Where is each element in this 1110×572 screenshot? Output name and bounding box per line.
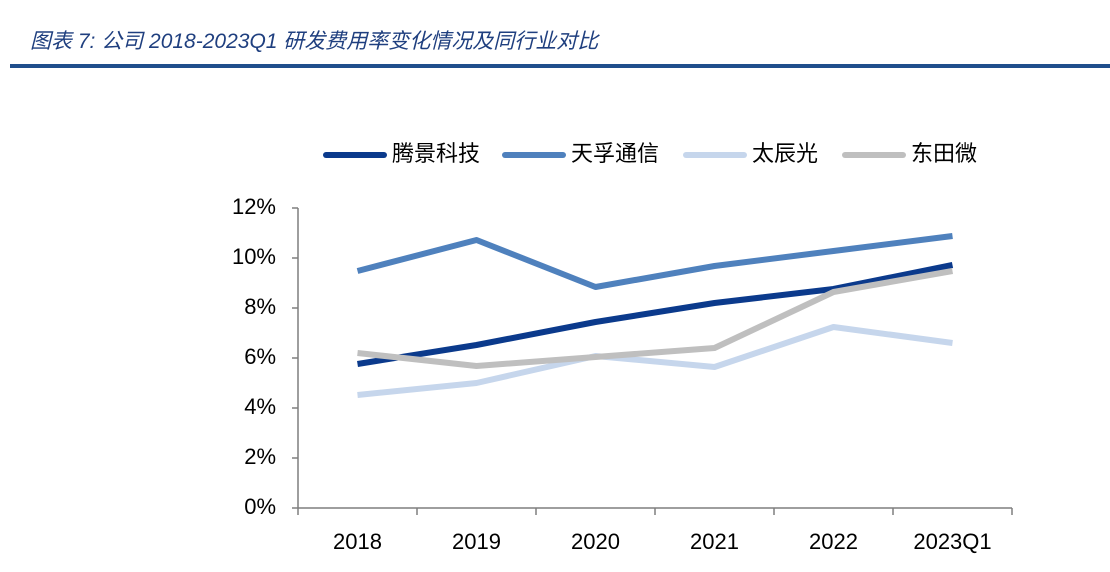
- legend-label: 天孚通信: [571, 141, 659, 166]
- legend-label: 腾景科技: [392, 141, 480, 166]
- y-tick-label: 2%: [244, 444, 276, 469]
- x-tick-label: 2022: [809, 529, 858, 554]
- title-rule: [10, 64, 1110, 68]
- x-tick-label: 2019: [452, 529, 501, 554]
- series-line: [357, 324, 953, 398]
- y-tick-label: 12%: [232, 194, 276, 219]
- y-tick-label: 4%: [244, 394, 276, 419]
- y-tick-label: 6%: [244, 344, 276, 369]
- y-tick-label: 8%: [244, 294, 276, 319]
- y-tick-label: 10%: [232, 244, 276, 269]
- series-line: [357, 262, 954, 367]
- legend-label: 太辰光: [752, 141, 818, 166]
- legend-label: 东田微: [911, 141, 977, 166]
- x-tick-label: 2018: [333, 529, 382, 554]
- x-tick-label: 2023Q1: [913, 529, 991, 554]
- series-line: [356, 233, 953, 290]
- chart-title: 图表 7: 公司 2018-2023Q1 研发费用率变化情况及同行业对比: [30, 30, 600, 53]
- x-tick-label: 2021: [690, 529, 739, 554]
- series-line: [357, 268, 954, 369]
- y-tick-label: 0%: [244, 494, 276, 519]
- x-tick-label: 2020: [571, 529, 620, 554]
